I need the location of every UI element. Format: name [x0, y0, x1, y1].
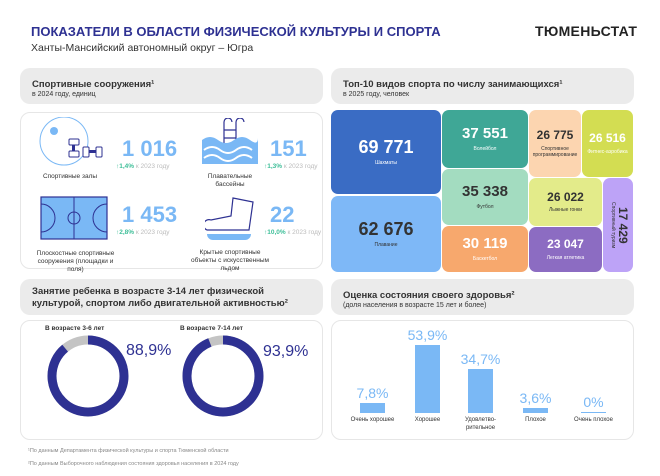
skate-label: Крытые спортивные объекты с искусственны… [191, 249, 269, 273]
treemap-value: 69 771 [358, 136, 414, 157]
bar-category-label: Плохое [525, 417, 546, 423]
donut-value-3-6: 88,9% [126, 342, 172, 359]
skate-change: ↑10,0% к 2023 году [264, 229, 322, 236]
facilities-subtitle: в 2024 году, единиц [32, 91, 96, 98]
logo: ТЮМЕНЬСТАТ [535, 23, 638, 39]
treemap-cell-athletics: 23 047 Легкая атлетика [529, 227, 602, 272]
pool-label: Плавательные бассейны [207, 173, 253, 189]
treemap-cell-fitness-aerobics: 26 516 Фитнес-аэробика [582, 110, 633, 177]
children-title: Занятие ребенка в возрасте 3-14 лет физи… [32, 286, 288, 310]
bar-category-label: Удовлетво-рительное [464, 417, 497, 431]
treemap-cell-sport-programming: 26 775 Спортивное программирование [529, 110, 581, 177]
field-value: 1 453 [122, 202, 178, 227]
health-title: Оценка состояния своего здоровья² [343, 290, 515, 301]
donut-label-3-6: В возрасте 3-6 лет [45, 325, 105, 332]
bar-very-bad [581, 412, 606, 413]
treemap-cell-ski-racing: 26 022 Лыжные гонки [529, 178, 602, 226]
gym-change: ↑1,4% к 2023 году [116, 163, 170, 170]
bar-value-label: 53,9% [407, 327, 448, 343]
bar-category-label: Очень плохое [574, 417, 613, 423]
pool-icon [202, 118, 258, 164]
skate-icon [205, 197, 254, 240]
bar-satisfactory [468, 369, 493, 413]
top10-header: Топ-10 видов спорта по числу занимающихс… [331, 68, 634, 104]
treemap-cell-chess: 69 771 Шахматы [331, 110, 441, 194]
treemap-value: 37 551 [462, 125, 508, 143]
footnote-1: ¹По данным Департамента физической культ… [28, 448, 229, 454]
treemap-value: 26 022 [547, 189, 584, 204]
pool-change: ↑1,3% к 2023 году [264, 163, 318, 170]
donut-label-7-14: В возрасте 7-14 лет [180, 325, 243, 332]
treemap-label: Шахматы [375, 160, 397, 167]
treemap-value: 62 676 [358, 218, 414, 239]
skate-value: 22 [270, 202, 295, 227]
treemap-label: Спортивное программирование [532, 145, 578, 158]
bar-category-label: Хорошее [414, 417, 441, 423]
donut-arc-7-14 [182, 335, 264, 417]
gym-icon [39, 117, 103, 166]
treemap-label: Плавание [374, 242, 398, 249]
treemap-value: 17 429 [616, 206, 631, 244]
bar-bad [523, 408, 548, 413]
treemap-value: 23 047 [547, 237, 584, 252]
top10-title: Топ-10 видов спорта по числу занимающихс… [343, 79, 563, 90]
treemap-label: Футбол [476, 203, 494, 210]
treemap-label: Волейбол [473, 145, 497, 152]
donuts [47, 335, 264, 417]
health-subtitle: (доля населения в возрасте 15 лет и боле… [343, 302, 487, 309]
treemap-label: Легкая атлетика [546, 254, 585, 261]
treemap-value: 26 516 [589, 131, 626, 146]
treemap-label: Лыжные гонки [549, 207, 582, 214]
top10-subtitle: в 2025 году, человек [343, 91, 410, 98]
treemap-cell-swimming: 62 676 Плавание [331, 196, 441, 272]
health-header: Оценка состояния своего здоровья² (доля … [331, 279, 634, 315]
facilities-title: Спортивные сооружения¹ [32, 79, 155, 90]
field-icon [40, 196, 108, 240]
treemap-value: 30 119 [462, 235, 508, 253]
treemap-cell-basketball: 30 119 Баскетбол [442, 226, 528, 272]
treemap-value: 35 338 [462, 183, 508, 201]
bar-value-label: 7,8% [356, 385, 389, 402]
donut-value-7-14: 93,9% [263, 343, 309, 360]
donut-arc-3-6 [47, 335, 129, 417]
bar-value-label: 34,7% [460, 351, 501, 368]
bar-value-label: 3,6% [519, 390, 552, 407]
gym-label: Спортивные залы [42, 173, 98, 180]
facilities-header: Спортивные сооружения¹ в 2024 году, един… [20, 68, 323, 104]
treemap-cell-volleyball: 37 551 Волейбол [442, 110, 528, 168]
treemap-cell-sport-tourism: 17 429 Спортивный туризм [603, 178, 633, 272]
gym-value: 1 016 [122, 136, 178, 161]
treemap-value: 26 775 [536, 128, 574, 143]
bar-value-label: 0% [583, 394, 604, 410]
page-subtitle: Ханты-Мансийский автономный округ – Югра [31, 42, 254, 54]
children-header: Занятие ребенка в возрасте 3-14 лет физи… [20, 279, 323, 315]
field-label: Плоскостные спортивные сооружения (площа… [36, 250, 115, 274]
treemap-label: Баскетбол [472, 255, 498, 262]
facilities-panel [20, 112, 323, 269]
treemap-label: Спортивный туризм [609, 201, 616, 249]
page-title: ПОКАЗАТЕЛИ В ОБЛАСТИ ФИЗИЧЕСКОЙ КУЛЬТУРЫ… [31, 24, 441, 39]
treemap-label: Фитнес-аэробика [587, 148, 628, 155]
footnote-2: ²По данным Выборочного наблюдения состоя… [28, 461, 239, 467]
bar-good [415, 345, 440, 413]
pool-value: 151 [270, 136, 307, 161]
field-change: ↑2,8% к 2023 году [116, 229, 170, 236]
treemap-cell-football: 35 338 Футбол [442, 169, 528, 225]
bar-category-label: Очень хорошее [350, 417, 395, 423]
bar-very-good [360, 403, 385, 413]
